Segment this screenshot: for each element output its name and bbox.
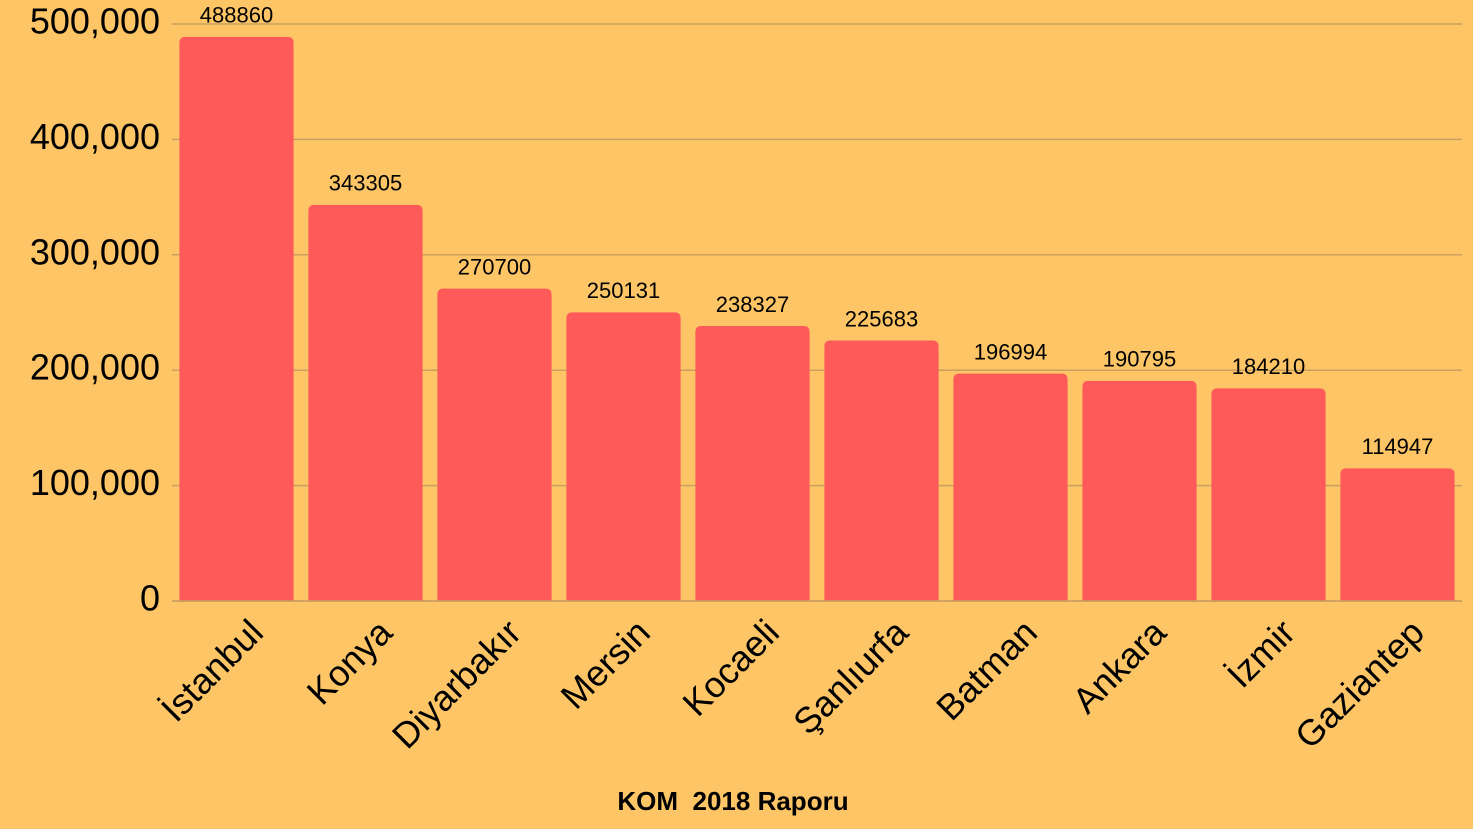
- y-tick-label: 200,000: [30, 347, 160, 388]
- bar: [1211, 388, 1326, 601]
- bar: [1082, 380, 1197, 601]
- bar: [179, 36, 294, 601]
- y-tick-label: 0: [140, 578, 160, 619]
- data-label: 114947: [1362, 434, 1434, 459]
- y-tick-label: 100,000: [30, 462, 160, 503]
- data-label: 184210: [1232, 354, 1305, 379]
- data-label: 250131: [587, 278, 660, 303]
- data-label: 238327: [716, 292, 789, 317]
- bar: [437, 288, 552, 601]
- data-label: 343305: [329, 171, 402, 196]
- bar: [566, 312, 681, 601]
- data-label: 488860: [200, 3, 273, 28]
- y-tick-label: 500,000: [30, 1, 160, 42]
- bar: [695, 325, 810, 601]
- data-label: 270700: [458, 254, 531, 279]
- data-label: 225683: [845, 306, 918, 331]
- data-label: 196994: [974, 339, 1047, 364]
- y-tick-label: 300,000: [30, 231, 160, 272]
- x-axis-label: KOM 2018 Raporu: [617, 786, 848, 816]
- bar: [824, 340, 939, 601]
- data-label: 190795: [1103, 347, 1176, 372]
- bar: [1340, 468, 1455, 601]
- bar: [953, 373, 1068, 601]
- y-tick-label: 400,000: [30, 116, 160, 157]
- bar: [308, 204, 423, 601]
